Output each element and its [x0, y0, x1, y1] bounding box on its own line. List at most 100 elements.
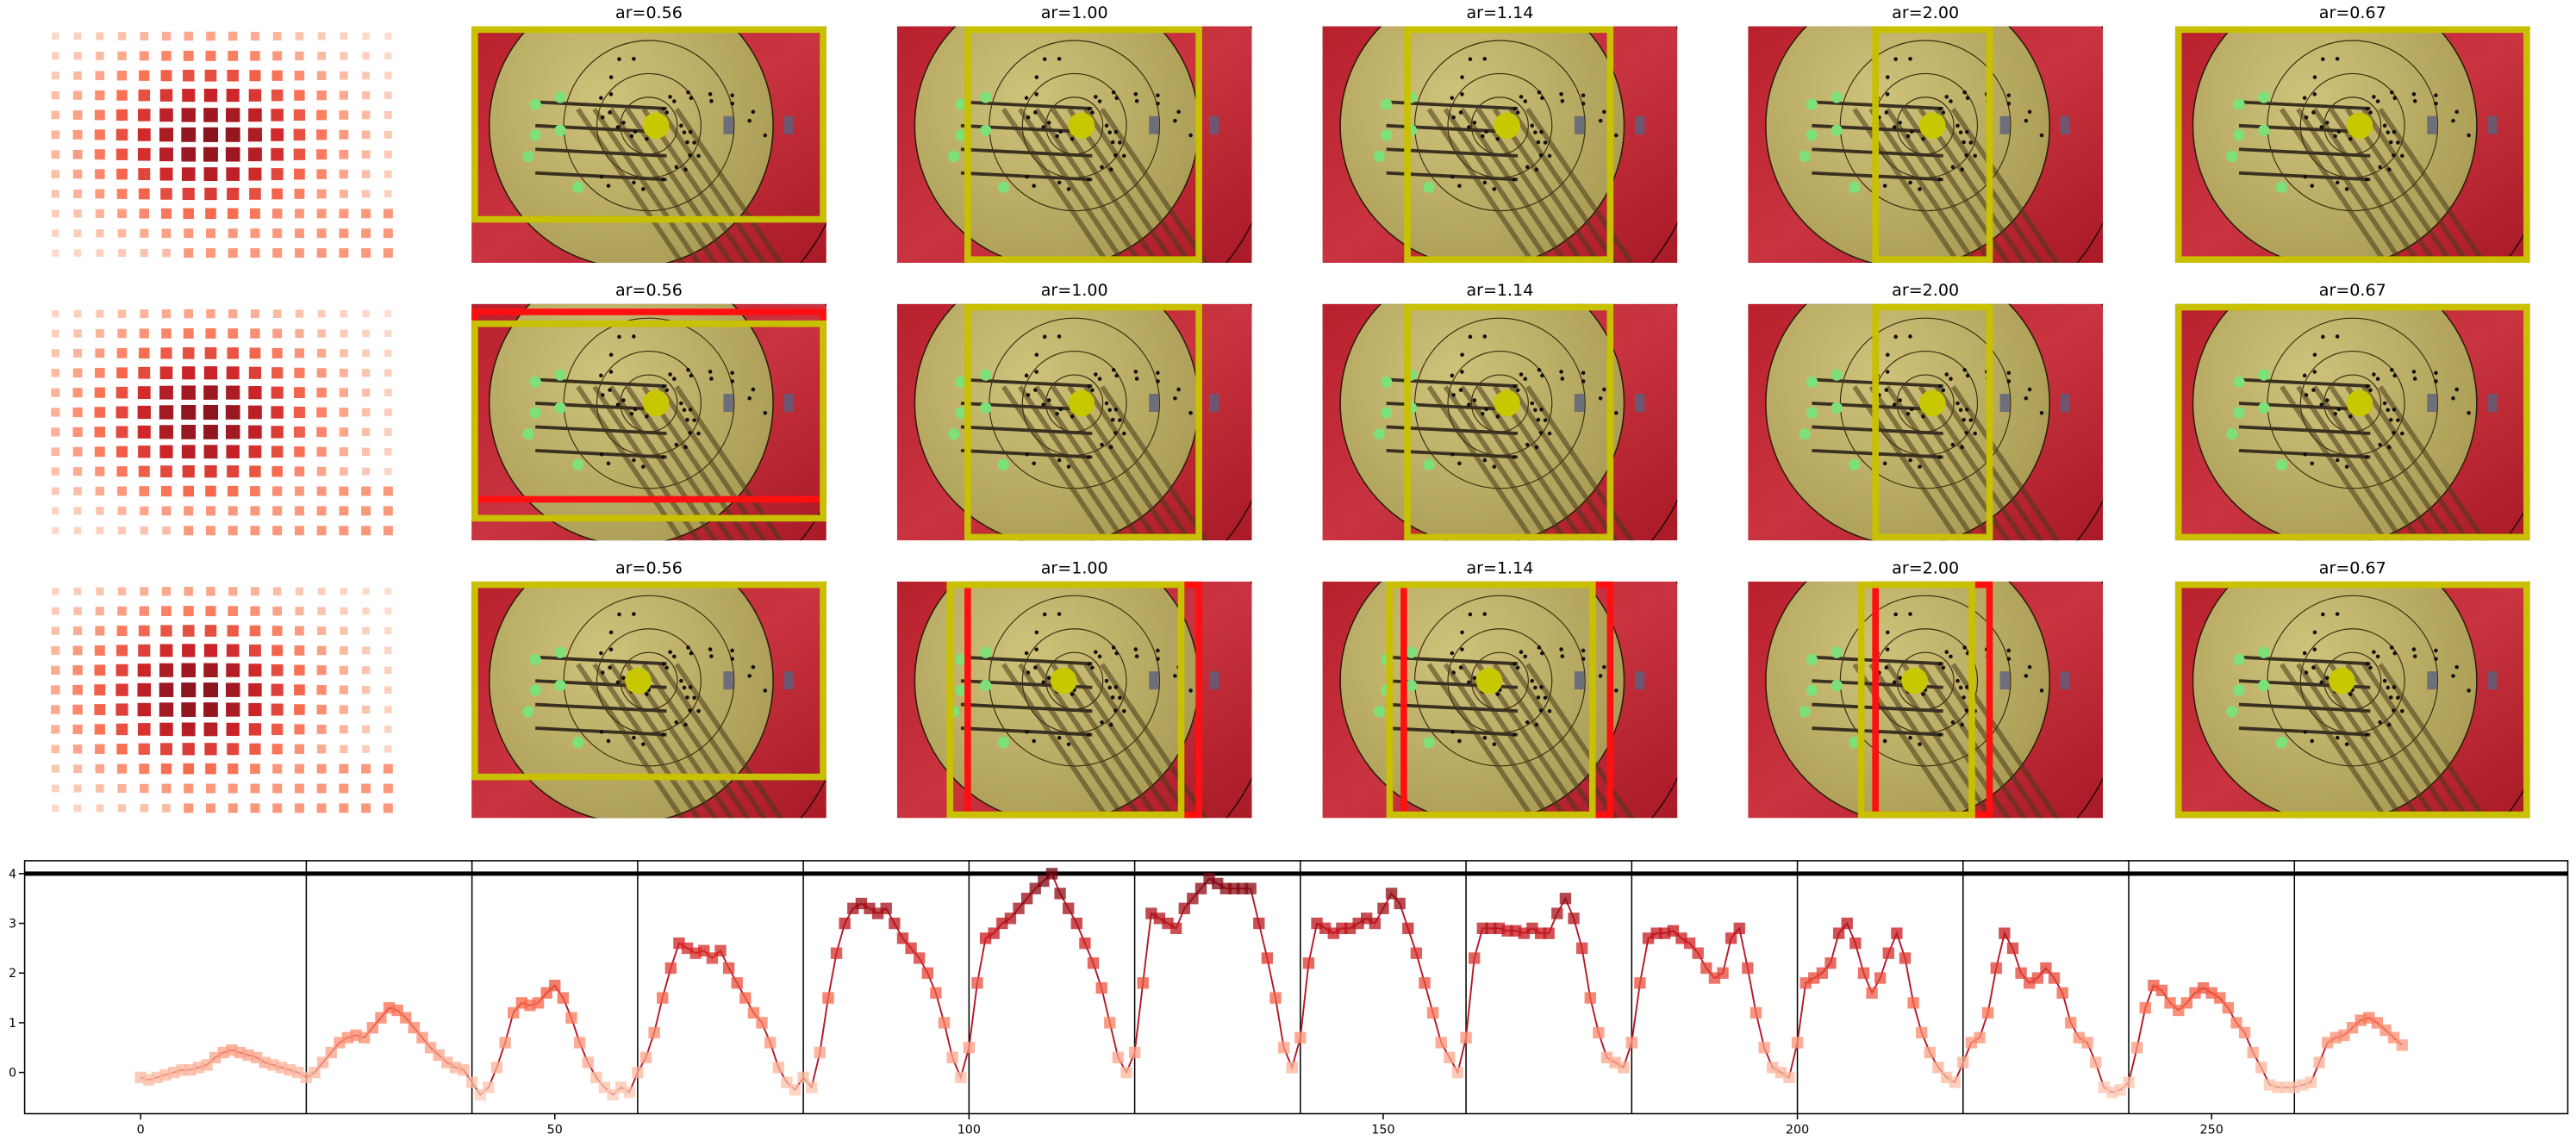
- data-marker: [1849, 937, 1862, 950]
- hole: [632, 735, 636, 740]
- heat-cell: [204, 625, 217, 637]
- heat-cell: [361, 427, 371, 437]
- number-mark: [1999, 671, 2011, 690]
- heat-cell: [361, 705, 371, 714]
- hole: [1472, 676, 1477, 680]
- hole: [2392, 153, 2396, 158]
- hole: [2303, 730, 2308, 734]
- hole: [1480, 411, 1485, 416]
- heat-cell: [228, 526, 238, 536]
- hole: [682, 408, 687, 413]
- hole: [1042, 334, 1047, 340]
- heat-cell: [248, 644, 261, 657]
- heat-cell: [249, 70, 261, 82]
- hole: [1133, 370, 1138, 374]
- hole: [1539, 408, 1544, 412]
- heat-cell: [52, 588, 59, 595]
- target-image: [2174, 303, 2530, 541]
- heat-cell: [384, 607, 392, 615]
- green-light: [1373, 427, 1386, 440]
- heat-cell: [52, 507, 59, 515]
- hole: [751, 664, 756, 670]
- heat-cell: [73, 507, 82, 515]
- hole: [1540, 373, 1544, 378]
- hole: [1540, 96, 1544, 101]
- hole: [1034, 630, 1039, 635]
- heat-cell: [316, 783, 327, 794]
- number-mark: [1999, 115, 2011, 134]
- heat-cell: [228, 228, 238, 239]
- rod: [535, 100, 667, 110]
- heat-cell: [293, 406, 305, 419]
- hole: [1133, 91, 1138, 97]
- hole: [1188, 688, 1193, 693]
- hole: [2434, 379, 2438, 383]
- data-marker: [1294, 1031, 1307, 1043]
- hole: [1458, 665, 1463, 670]
- heat-cell: [248, 89, 262, 102]
- heat-cell: [95, 367, 105, 378]
- heat-cell: [184, 248, 194, 259]
- heat-cell: [248, 702, 262, 717]
- heat-cell: [203, 146, 218, 162]
- hole: [1519, 650, 1524, 654]
- heat-cell: [140, 804, 148, 813]
- hole: [1451, 670, 1456, 675]
- data-marker: [582, 1056, 594, 1068]
- hole: [2024, 674, 2029, 678]
- heat-cell: [182, 187, 195, 201]
- heat-cell: [250, 309, 259, 319]
- data-marker: [2180, 997, 2192, 1009]
- heat-cell: [116, 645, 128, 657]
- hole: [645, 692, 649, 696]
- heat-cell: [117, 309, 127, 318]
- heat-cell: [294, 783, 304, 794]
- hole: [1964, 685, 1969, 689]
- green-light: [1849, 458, 1861, 471]
- hole: [1944, 95, 1949, 99]
- hole: [1090, 110, 1095, 115]
- hole: [606, 461, 611, 466]
- target-disc: [1765, 581, 2050, 819]
- hole: [1108, 722, 1113, 727]
- hole: [2392, 129, 2397, 134]
- hole: [1492, 742, 1497, 747]
- panel-title: ar=2.00: [1892, 558, 1959, 577]
- heat-cell: [271, 445, 284, 458]
- data-marker: [590, 1071, 602, 1084]
- yellow-box: [1872, 303, 1993, 541]
- heat-cell: [384, 646, 392, 655]
- hole: [1512, 732, 1517, 737]
- hole: [1885, 630, 1890, 635]
- green-light: [2233, 684, 2245, 696]
- heat-cell: [227, 625, 239, 637]
- hole: [1111, 645, 1116, 650]
- heat-cell: [73, 526, 82, 534]
- hole: [608, 388, 612, 392]
- heat-cell: [72, 684, 83, 695]
- hole: [1944, 372, 1949, 377]
- data-marker: [2081, 1037, 2093, 1049]
- hole: [1034, 75, 1039, 79]
- shadow: [1918, 663, 2028, 819]
- hole: [2368, 665, 2373, 670]
- data-marker: [1981, 1006, 1994, 1019]
- data-marker: [963, 1042, 976, 1054]
- data-marker: [557, 992, 570, 1004]
- rod: [960, 377, 1093, 389]
- heat-cell: [117, 804, 127, 813]
- hole: [1086, 177, 1091, 182]
- heat-cell: [250, 606, 260, 616]
- number-mark: [723, 671, 733, 690]
- hole: [2319, 680, 2324, 685]
- panel-title: ar=0.67: [2319, 3, 2386, 22]
- yellow-dot: [1051, 667, 1077, 695]
- hole: [2344, 742, 2349, 747]
- heat-cell: [383, 506, 393, 516]
- heat-cell: [116, 466, 128, 477]
- number-mark: [2487, 115, 2498, 134]
- heat-cell: [271, 128, 284, 141]
- hole: [2392, 96, 2398, 101]
- heat-cell: [295, 51, 304, 61]
- hole: [1962, 645, 1967, 650]
